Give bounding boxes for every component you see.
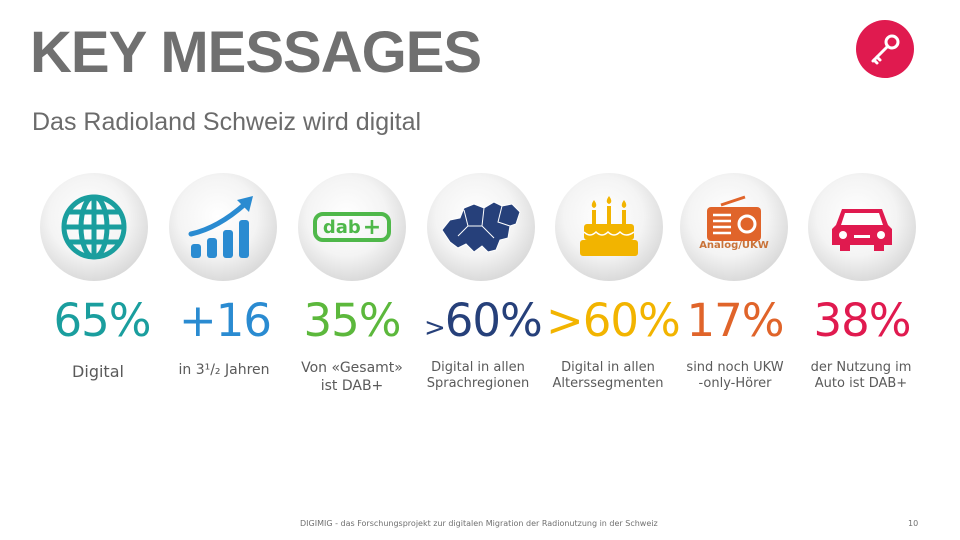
radio-icon <box>707 195 761 241</box>
globe-circle <box>40 173 148 281</box>
stat-dab: 35% <box>303 294 401 347</box>
page-title: KEY MESSAGES <box>30 20 482 85</box>
globe-icon <box>61 194 127 260</box>
caption-line: Digital in allen <box>561 360 655 375</box>
footer-text: DIGIMIG - das Forschungsprojekt zur digi… <box>300 519 658 528</box>
caption-dab: Von «Gesamt» ist DAB+ <box>292 360 412 395</box>
dab-logo-box: dab + <box>313 212 391 242</box>
caption-line: ist DAB+ <box>320 377 384 394</box>
stat-alterssegmente: >60% <box>546 294 681 347</box>
dab-logo-text: dab <box>322 216 361 238</box>
caption-line: Sprachregionen <box>426 376 530 392</box>
growth-chart-icon <box>188 196 253 258</box>
caption-digital: Digital <box>48 362 148 382</box>
radio-icon-label: Analog/UKW <box>699 240 769 251</box>
caption-line: Alterssegmenten <box>552 376 664 392</box>
stat-prefix: > <box>424 313 446 343</box>
caption-line: Digital in allen <box>431 360 525 375</box>
page-subtitle: Das Radioland Schweiz wird digital <box>32 108 422 136</box>
caption-line: der Nutzung im <box>810 360 912 375</box>
key-badge <box>856 20 914 78</box>
caption-line: Von «Gesamt» <box>301 360 403 376</box>
birthday-cake-icon <box>580 196 638 256</box>
caption-alterssegmente: Digital in allen Alterssegmenten <box>548 360 668 393</box>
key-icon <box>871 34 900 65</box>
caption-line: in 3¹/₂ Jahren <box>178 362 270 378</box>
growth-circle <box>169 173 277 281</box>
caption-line: Auto ist DAB+ <box>814 376 908 392</box>
switzerland-circle <box>427 173 535 281</box>
stat-value: 60% <box>444 294 543 347</box>
page-number: 10 <box>908 519 919 528</box>
dab-plus-icon: + <box>362 214 382 240</box>
stat-sprachregionen: >60% <box>424 298 543 343</box>
car-icon <box>832 209 892 251</box>
caption-growth: in 3¹/₂ Jahren <box>168 362 280 380</box>
switzerland-map-icon <box>441 201 521 253</box>
dab-circle: dab + <box>298 173 406 281</box>
stat-growth: +16 <box>179 294 272 347</box>
caption-line: Digital <box>72 362 124 381</box>
caption-line: sind noch UKW <box>686 360 784 375</box>
dab-logo-icon: dab + <box>313 212 391 242</box>
stat-ukw: 17% <box>686 294 784 347</box>
caption-sprachregionen: Digital in allen Sprachregionen <box>420 360 536 393</box>
caption-line: -only-Hörer <box>698 376 772 392</box>
stat-auto: 38% <box>813 294 911 347</box>
stat-digital: 65% <box>53 294 151 347</box>
caption-ukw: sind noch UKW -only-Hörer <box>672 360 798 393</box>
radio-circle: Analog/UKW <box>680 173 788 281</box>
car-circle <box>808 173 916 281</box>
caption-auto: der Nutzung im Auto ist DAB+ <box>804 360 918 393</box>
cake-circle <box>555 173 663 281</box>
